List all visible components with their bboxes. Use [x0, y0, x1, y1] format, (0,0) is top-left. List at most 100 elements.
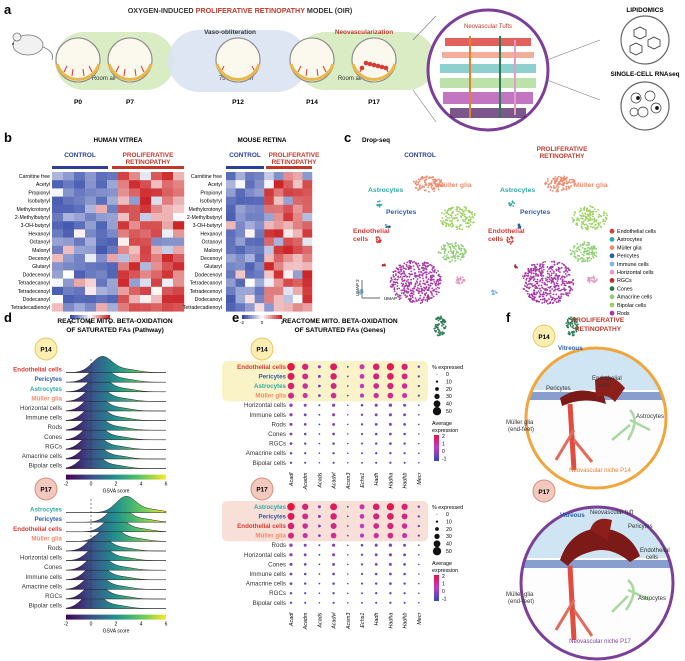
heat-cell — [107, 237, 119, 246]
heat-cell — [151, 270, 163, 279]
heat-cell — [283, 204, 294, 214]
dot-mark — [287, 392, 295, 399]
pct-legend-label: 50 — [446, 549, 452, 555]
heat-cell — [96, 262, 108, 271]
legend-swatch — [609, 245, 615, 251]
dot-row-label: Amacrine cells — [246, 581, 286, 588]
heat-cell — [245, 254, 255, 263]
dot-mark — [302, 503, 309, 510]
dot-row-label: Müller glia — [255, 533, 286, 540]
f14-niche: Neovascular niche P14 — [569, 468, 631, 474]
heat-cell — [63, 213, 75, 222]
heat-cell — [283, 295, 294, 304]
heat-cell — [292, 245, 303, 255]
ridge-density — [65, 534, 166, 552]
heat-cell — [118, 229, 130, 238]
heat-cell — [118, 295, 130, 304]
dot-mark — [318, 442, 321, 445]
heat-cell — [151, 245, 163, 255]
heat-cell — [264, 188, 274, 197]
timepoint-P0: P0 — [74, 99, 82, 106]
heat-cell — [129, 221, 141, 230]
heat-cell — [118, 221, 130, 230]
dot-mark — [389, 582, 392, 585]
row-label-human: Tetradecanoyl — [18, 281, 50, 287]
dot-mark — [304, 461, 307, 464]
heat-cell — [74, 278, 86, 287]
avg-legend-title-2: expression — [432, 568, 458, 574]
heat-cell — [235, 254, 246, 263]
dot-row-label: Pericytes — [258, 373, 286, 380]
heat-cell — [85, 303, 97, 312]
dot-mark — [374, 563, 378, 566]
dot-mark — [403, 543, 407, 547]
scale-mouse-swatch — [242, 315, 245, 319]
heat-cell — [140, 213, 152, 222]
vaso-label: Vaso-obliteration — [204, 29, 256, 36]
heat-cell — [226, 303, 236, 312]
f-title-1: PROLIFERATIVE — [572, 317, 625, 324]
lipidomics-label: LIPIDOMICS — [626, 7, 664, 14]
heat-cell — [162, 262, 174, 271]
heat-cell — [151, 196, 163, 205]
dot-mark — [418, 414, 420, 416]
dot-mark — [417, 524, 420, 528]
heat-cell — [292, 295, 303, 304]
umap-cluster-pericytes — [517, 223, 522, 230]
dot-mark — [374, 572, 378, 576]
ridge-row-label: Pericytes — [34, 376, 62, 383]
dot-mark — [330, 522, 337, 530]
dot-mark — [388, 403, 393, 407]
heat-cell — [96, 180, 108, 189]
avg-tick: -1 — [442, 597, 447, 603]
heat-cell — [226, 286, 236, 296]
row-label-mouse: Tetradecanoyl — [190, 281, 222, 287]
heat-cell — [235, 278, 246, 287]
heat-cell — [129, 213, 141, 222]
heat-cell — [74, 221, 86, 230]
row-label-human: Dodecenoyl — [23, 272, 50, 278]
dot-mark — [359, 374, 365, 379]
row-label-mouse: Dodecenoyl — [195, 272, 222, 278]
scale-human-swatch — [106, 315, 109, 319]
heat-cell — [151, 303, 163, 312]
scale-mouse-swatch — [256, 315, 259, 319]
heat-cell — [107, 245, 119, 255]
heat-cell — [140, 262, 152, 271]
heat-cell — [245, 262, 255, 271]
heat-cell — [173, 188, 185, 197]
heat-cell — [273, 278, 284, 287]
dot-mark — [289, 413, 293, 417]
dot-row-label: Cones — [268, 561, 286, 568]
dot-mark — [386, 363, 395, 371]
heat-cell — [162, 213, 174, 222]
ridge-row-label: Horizontal cells — [20, 405, 62, 412]
dot-mark — [331, 543, 336, 547]
human-prolif-label-1: PROLIFERATIVE — [123, 152, 174, 159]
heatmap-row-labels: Carnitine free Carnitine free Acetyl Acetyl… — [11, 174, 222, 311]
heat-cell — [96, 188, 108, 197]
dot-mark — [418, 452, 420, 454]
umap-cluster-amacrine-cells — [437, 241, 467, 263]
heat-cell — [63, 229, 75, 238]
dot-highlight-band — [222, 361, 428, 402]
heat-cell — [273, 262, 284, 271]
scale-human-swatch — [90, 315, 93, 319]
heat-cell — [85, 172, 97, 181]
f17-tuft: Neovascular tuft — [590, 510, 634, 516]
heat-cell — [273, 172, 284, 181]
heat-cell — [254, 229, 265, 238]
heat-cell — [235, 229, 246, 238]
dot-mark — [389, 572, 392, 576]
heat-cell — [140, 237, 152, 246]
dot-mark — [302, 383, 308, 389]
heat-cell — [173, 172, 185, 181]
heat-cell — [118, 254, 130, 263]
gene-label: Hadh — [374, 473, 380, 486]
heat-cell — [96, 229, 108, 238]
heat-cell — [245, 295, 255, 304]
gene-label: Hadha — [388, 473, 394, 489]
heat-cell — [129, 172, 141, 181]
dot-mark — [317, 514, 321, 518]
heat-cell — [118, 204, 130, 214]
